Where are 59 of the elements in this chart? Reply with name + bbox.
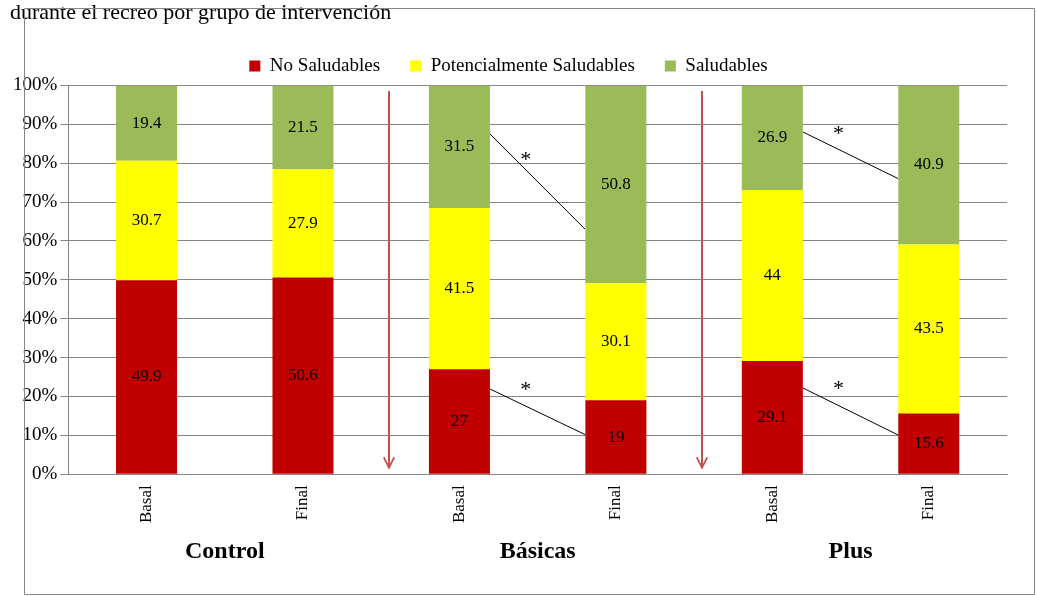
bar (585, 400, 647, 474)
x-tick-label: Basal (136, 484, 156, 524)
data-label: 44 (763, 265, 782, 285)
x-tick-label: Final (605, 484, 625, 521)
data-label: 41.5 (444, 278, 475, 298)
bar (116, 280, 178, 474)
annotation: * (520, 145, 532, 171)
bar (428, 85, 490, 208)
x-tick-label: Final (918, 484, 938, 521)
data-label: 30.1 (601, 331, 631, 351)
bar (272, 85, 334, 169)
data-label: 19 (607, 426, 625, 446)
data-label: 19.4 (131, 112, 162, 132)
y-tick-label: 20% (22, 384, 58, 406)
data-label: 50.8 (601, 174, 631, 194)
bar (898, 413, 960, 474)
bar (272, 169, 334, 278)
bar (272, 277, 334, 474)
y-tick-label: 70% (22, 190, 58, 212)
data-label: 31.5 (444, 136, 475, 156)
bar (898, 85, 960, 245)
bar (585, 283, 647, 401)
y-tick-label: 10% (22, 423, 58, 445)
legend-label: Saludables (685, 53, 768, 75)
x-tick-label: Basal (448, 484, 468, 524)
x-tick-label: Final (292, 484, 312, 521)
y-tick-label: 30% (22, 345, 58, 367)
data-label: 50.6 (288, 365, 318, 385)
text: Control (184, 537, 265, 564)
y-tick-label: 40% (22, 306, 58, 328)
data-label: 29.1 (757, 406, 788, 426)
bar (116, 85, 178, 161)
data-label: 26.9 (757, 127, 788, 147)
x-tick-label: Basal (761, 484, 781, 524)
data-label: 40.9 (913, 154, 944, 174)
data-label: 27 (450, 410, 469, 430)
data-label: 30.7 (131, 209, 162, 229)
bar (116, 160, 178, 281)
bar (741, 190, 803, 362)
data-label: 15.6 (913, 433, 944, 453)
chart-title: durante el recreo por grupo de intervención (10, 0, 392, 24)
annotation: * (833, 375, 845, 401)
legend-label: No Saludables (269, 53, 381, 75)
text: Básicas (499, 537, 576, 564)
bar (585, 85, 647, 284)
y-tick-label: 0% (32, 462, 58, 484)
data-label: 27.9 (288, 212, 318, 232)
data-label: 21.5 (288, 116, 318, 136)
legend-label: Potencialmente Saludables (430, 53, 635, 75)
annotation: * (833, 119, 845, 145)
bar (428, 369, 490, 474)
annotation: * (520, 375, 532, 401)
data-label: 43.5 (913, 318, 944, 338)
text: Plus (828, 537, 873, 564)
bar (428, 207, 490, 370)
data-label: 49.9 (131, 366, 162, 386)
bar (741, 85, 803, 190)
bar (741, 361, 803, 474)
bar (898, 244, 960, 414)
